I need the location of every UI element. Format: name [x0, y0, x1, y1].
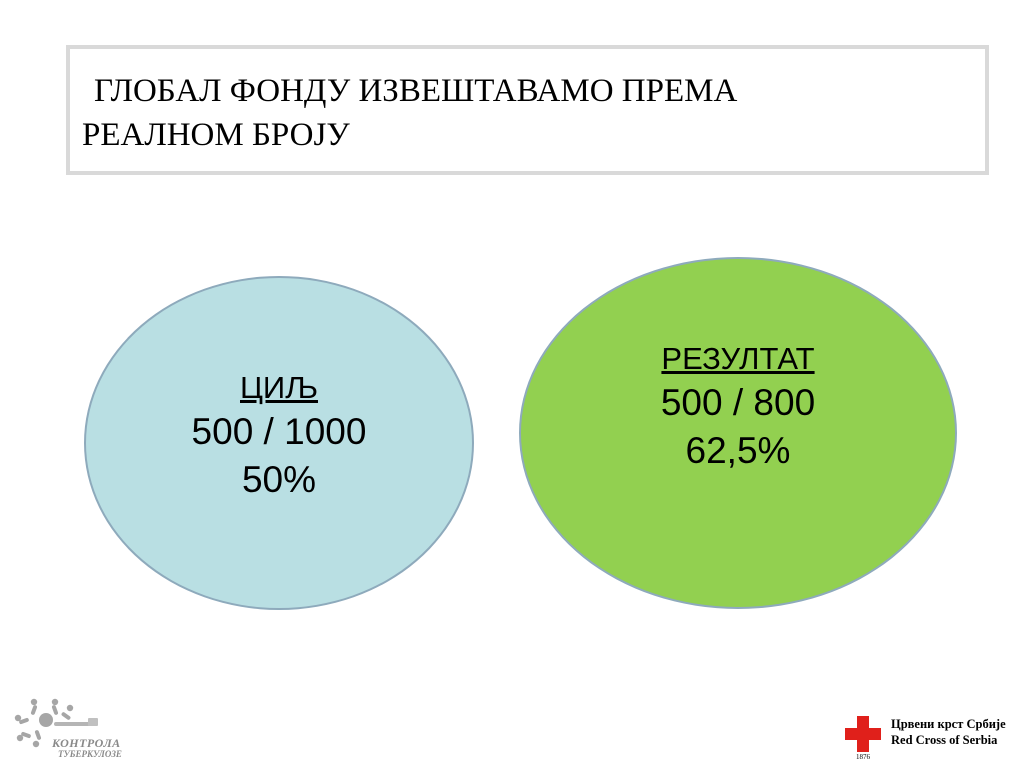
result-heading: РЕЗУЛТАТ	[661, 341, 815, 376]
result-percent: 62,5%	[685, 430, 791, 471]
goal-ratio: 500 / 1000	[191, 411, 367, 452]
red-cross-name-cyrillic: Црвени крст Србије	[891, 717, 1006, 731]
goal-percent: 50%	[241, 459, 317, 500]
result-ratio: 500 / 800	[660, 382, 816, 423]
result-ellipse: РЕЗУЛТАТ 500 / 800 62,5%	[519, 257, 957, 609]
red-cross-name-latin: Red Cross of Serbia	[891, 733, 998, 747]
red-cross-logo-text: Црвени крст Србије Red Cross of Serbia	[891, 716, 1006, 748]
tb-logo-line-1: КОНТРОЛА	[52, 736, 121, 750]
slide-title: ГЛОБАЛ ФОНДУ ИЗВЕШТАВАМО ПРЕМА РЕАЛНОМ Б…	[82, 69, 973, 157]
red-cross-icon	[845, 716, 881, 752]
title-box: ГЛОБАЛ ФОНДУ ИЗВЕШТАВАМО ПРЕМА РЕАЛНОМ Б…	[66, 45, 989, 175]
tb-control-logo-text: КОНТРОЛА ТУБЕРКУЛОЗЕ	[52, 736, 122, 760]
goal-ellipse: ЦИЉ 500 / 1000 50%	[84, 276, 474, 610]
title-line-2: РЕАЛНОМ БРОЈУ	[82, 117, 350, 153]
goal-content: ЦИЉ 500 / 1000 50%	[192, 368, 367, 504]
red-cross-year: 1876	[856, 753, 870, 761]
tb-logo-line-2: ТУБЕРКУЛОЗЕ	[58, 749, 122, 759]
result-content: РЕЗУЛТАТ 500 / 800 62,5%	[661, 339, 815, 475]
goal-heading: ЦИЉ	[240, 370, 318, 405]
title-line-1: ГЛОБАЛ ФОНДУ ИЗВЕШТАВАМО ПРЕМА	[94, 73, 738, 109]
tb-control-logo-icon	[14, 698, 98, 748]
